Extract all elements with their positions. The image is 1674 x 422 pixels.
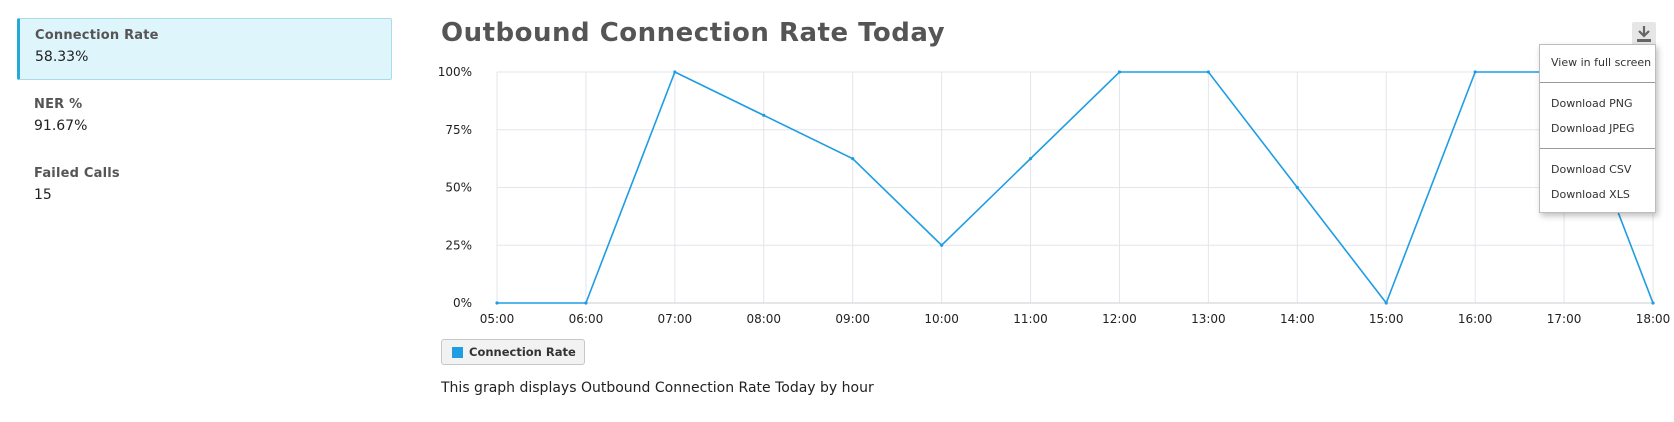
legend-swatch bbox=[452, 346, 463, 358]
data-point bbox=[1028, 157, 1033, 161]
metric-connection-rate[interactable]: Connection Rate 58.33% bbox=[17, 18, 392, 80]
y-tick-label: 25% bbox=[445, 238, 472, 252]
x-tick-label: 11:00 bbox=[1013, 312, 1048, 326]
series-line bbox=[497, 70, 1654, 305]
menu-divider bbox=[1540, 148, 1655, 149]
legend-item-connection-rate[interactable]: Connection Rate bbox=[441, 339, 585, 365]
data-point bbox=[1473, 70, 1477, 74]
chart-caption: This graph displays Outbound Connection … bbox=[441, 380, 874, 396]
metric-failed-calls[interactable]: Failed Calls 15 bbox=[17, 158, 392, 218]
x-tick-label: 09:00 bbox=[835, 312, 870, 326]
legend-label: Connection Rate bbox=[469, 345, 576, 359]
x-tick-label: 07:00 bbox=[658, 312, 693, 326]
x-tick-label: 17:00 bbox=[1547, 312, 1582, 326]
data-point bbox=[584, 301, 588, 305]
data-point bbox=[495, 301, 499, 305]
y-tick-label: 0% bbox=[453, 296, 472, 310]
x-tick-label: 16:00 bbox=[1458, 312, 1493, 326]
data-point bbox=[1384, 301, 1388, 305]
data-point bbox=[673, 70, 677, 74]
data-point bbox=[940, 243, 944, 247]
y-tick-label: 100% bbox=[438, 65, 472, 79]
metric-value: 15 bbox=[34, 187, 52, 203]
menu-item-download-csv[interactable]: Download CSV bbox=[1551, 163, 1632, 176]
menu-item-fullscreen[interactable]: View in full screen bbox=[1551, 56, 1652, 69]
x-tick-label: 14:00 bbox=[1280, 312, 1315, 326]
x-tick-label: 06:00 bbox=[569, 312, 604, 326]
y-tick-label: 75% bbox=[445, 123, 472, 137]
x-tick-label: 12:00 bbox=[1102, 312, 1137, 326]
export-menu: View in full screen Download PNG Downloa… bbox=[1539, 44, 1656, 213]
menu-divider bbox=[1540, 82, 1655, 83]
y-tick-label: 50% bbox=[445, 181, 472, 195]
metric-label: Connection Rate bbox=[35, 28, 159, 43]
menu-item-download-xls[interactable]: Download XLS bbox=[1551, 188, 1630, 201]
data-point bbox=[851, 157, 855, 161]
metric-ner[interactable]: NER % 91.67% bbox=[17, 89, 392, 149]
x-tick-label: 13:00 bbox=[1191, 312, 1226, 326]
x-tick-label: 10:00 bbox=[924, 312, 959, 326]
x-tick-label: 18:00 bbox=[1636, 312, 1671, 326]
metrics-sidebar: Connection Rate 58.33% NER % 91.67% Fail… bbox=[17, 18, 392, 227]
x-tick-label: 08:00 bbox=[746, 312, 781, 326]
metric-label: NER % bbox=[34, 97, 83, 112]
download-icon bbox=[1637, 26, 1651, 42]
data-point bbox=[1117, 70, 1122, 74]
data-point bbox=[1206, 70, 1210, 74]
menu-item-download-png[interactable]: Download PNG bbox=[1551, 97, 1633, 110]
metric-value: 58.33% bbox=[35, 49, 89, 65]
menu-item-download-jpeg[interactable]: Download JPEG bbox=[1551, 122, 1635, 135]
metric-value: 91.67% bbox=[34, 118, 88, 134]
x-tick-label: 15:00 bbox=[1369, 312, 1404, 326]
data-point bbox=[762, 113, 766, 117]
export-menu-button[interactable] bbox=[1632, 22, 1656, 46]
data-point bbox=[1651, 301, 1655, 305]
x-tick-label: 05:00 bbox=[480, 312, 515, 326]
chart-title: Outbound Connection Rate Today bbox=[441, 18, 946, 48]
data-point bbox=[1295, 185, 1299, 190]
metric-label: Failed Calls bbox=[34, 166, 120, 181]
